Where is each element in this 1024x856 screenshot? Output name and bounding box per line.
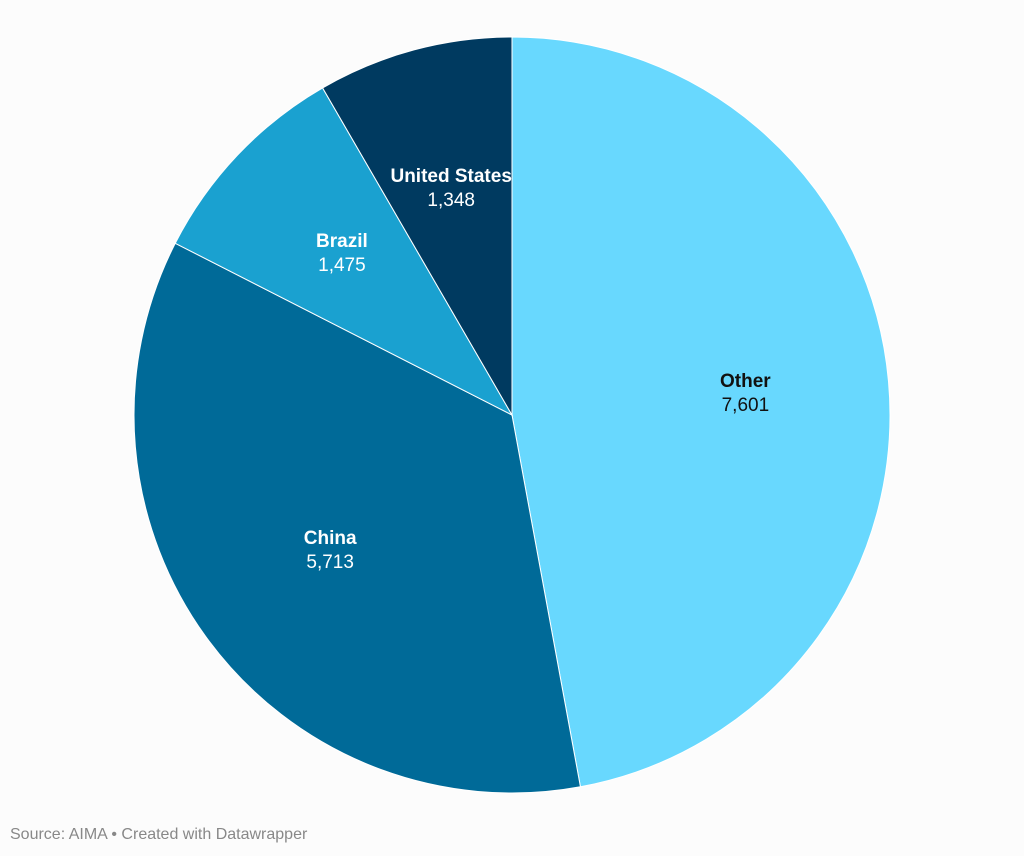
- slice-value: 1,475: [318, 254, 366, 276]
- slice-name: Other: [720, 370, 771, 392]
- slice-name: United States: [390, 165, 512, 187]
- pie-slice-china: [133, 242, 582, 794]
- slice-name: China: [303, 527, 357, 549]
- slice-label: Other 7,601: [720, 370, 771, 418]
- pie-slice-united-states: [321, 36, 513, 417]
- pie-slice-other: [511, 36, 891, 788]
- slice-name: Brazil: [316, 230, 368, 252]
- slice-value: 7,601: [721, 394, 770, 416]
- pie-slice-brazil: [174, 87, 514, 417]
- slice-value: 1,348: [427, 189, 475, 211]
- slice-label: Brazil 1,475: [316, 230, 368, 278]
- slice-value: 5,713: [306, 551, 354, 573]
- slice-label: China 5,713: [304, 527, 357, 575]
- slice-label: United States 1,348: [390, 165, 511, 213]
- source-footer: Source: AIMA • Created with Datawrapper: [10, 826, 308, 843]
